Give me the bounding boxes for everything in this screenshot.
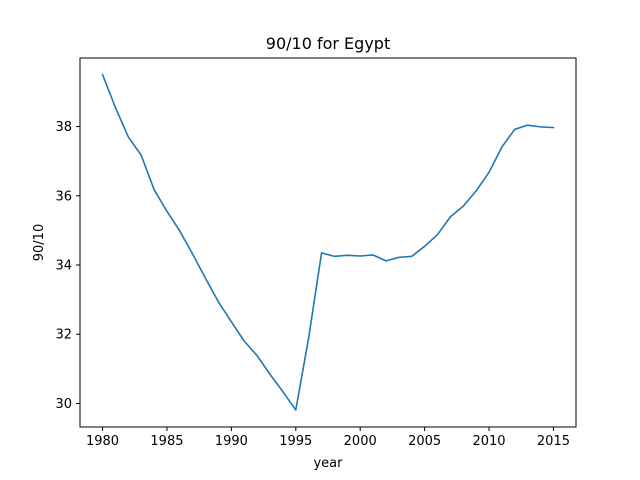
y-axis-label: 90/10: [32, 224, 47, 261]
data-point: [437, 234, 439, 236]
data-point: [218, 301, 220, 303]
data-point: [334, 255, 336, 257]
data-point: [359, 255, 361, 257]
y-tick-label: 32: [55, 328, 72, 343]
data-point: [308, 337, 310, 339]
data-point: [153, 189, 155, 191]
data-point: [127, 136, 129, 138]
data-point: [321, 252, 323, 254]
x-tick-label: 1995: [279, 434, 312, 449]
data-point: [205, 278, 207, 280]
data-point: [346, 254, 348, 256]
x-tick-label: 1985: [150, 434, 183, 449]
data-point: [140, 154, 142, 156]
y-tick-label: 30: [55, 397, 72, 412]
series-line: [101, 73, 555, 411]
y-tick-label: 36: [55, 189, 72, 204]
data-point: [179, 230, 181, 232]
data-point: [372, 254, 374, 256]
data-point: [102, 74, 104, 76]
data-point: [166, 210, 168, 212]
data-point: [501, 146, 503, 148]
data-point: [385, 260, 387, 262]
chart-title: 90/10 for Egypt: [266, 34, 390, 53]
data-point: [192, 253, 194, 255]
x-tick-label: 2005: [408, 434, 441, 449]
x-axis-label: year: [313, 456, 343, 471]
x-tick-label: 2015: [537, 434, 570, 449]
x-tick-label: 1990: [215, 434, 248, 449]
data-point: [269, 373, 271, 375]
x-tick-label: 2010: [472, 434, 505, 449]
plot-area: [80, 58, 576, 427]
x-tick-label: 2000: [344, 434, 377, 449]
data-point: [256, 355, 258, 357]
data-point: [282, 391, 284, 393]
x-tick-label: 1980: [86, 434, 119, 449]
data-point: [411, 255, 413, 257]
data-point: [527, 124, 529, 126]
data-point: [462, 205, 464, 207]
data-point: [295, 409, 297, 411]
data-point: [540, 126, 542, 128]
y-tick-label: 34: [55, 259, 72, 274]
data-point: [514, 128, 516, 130]
data-point: [475, 190, 477, 192]
data-point: [230, 321, 232, 323]
y-tick-label: 38: [55, 120, 72, 135]
plot-frame: [79, 57, 577, 428]
data-point: [115, 107, 117, 109]
data-point: [398, 256, 400, 258]
data-point: [553, 127, 555, 129]
data-point: [488, 171, 490, 173]
data-point: [449, 216, 451, 218]
data-point: [243, 340, 245, 342]
data-point: [424, 245, 426, 247]
